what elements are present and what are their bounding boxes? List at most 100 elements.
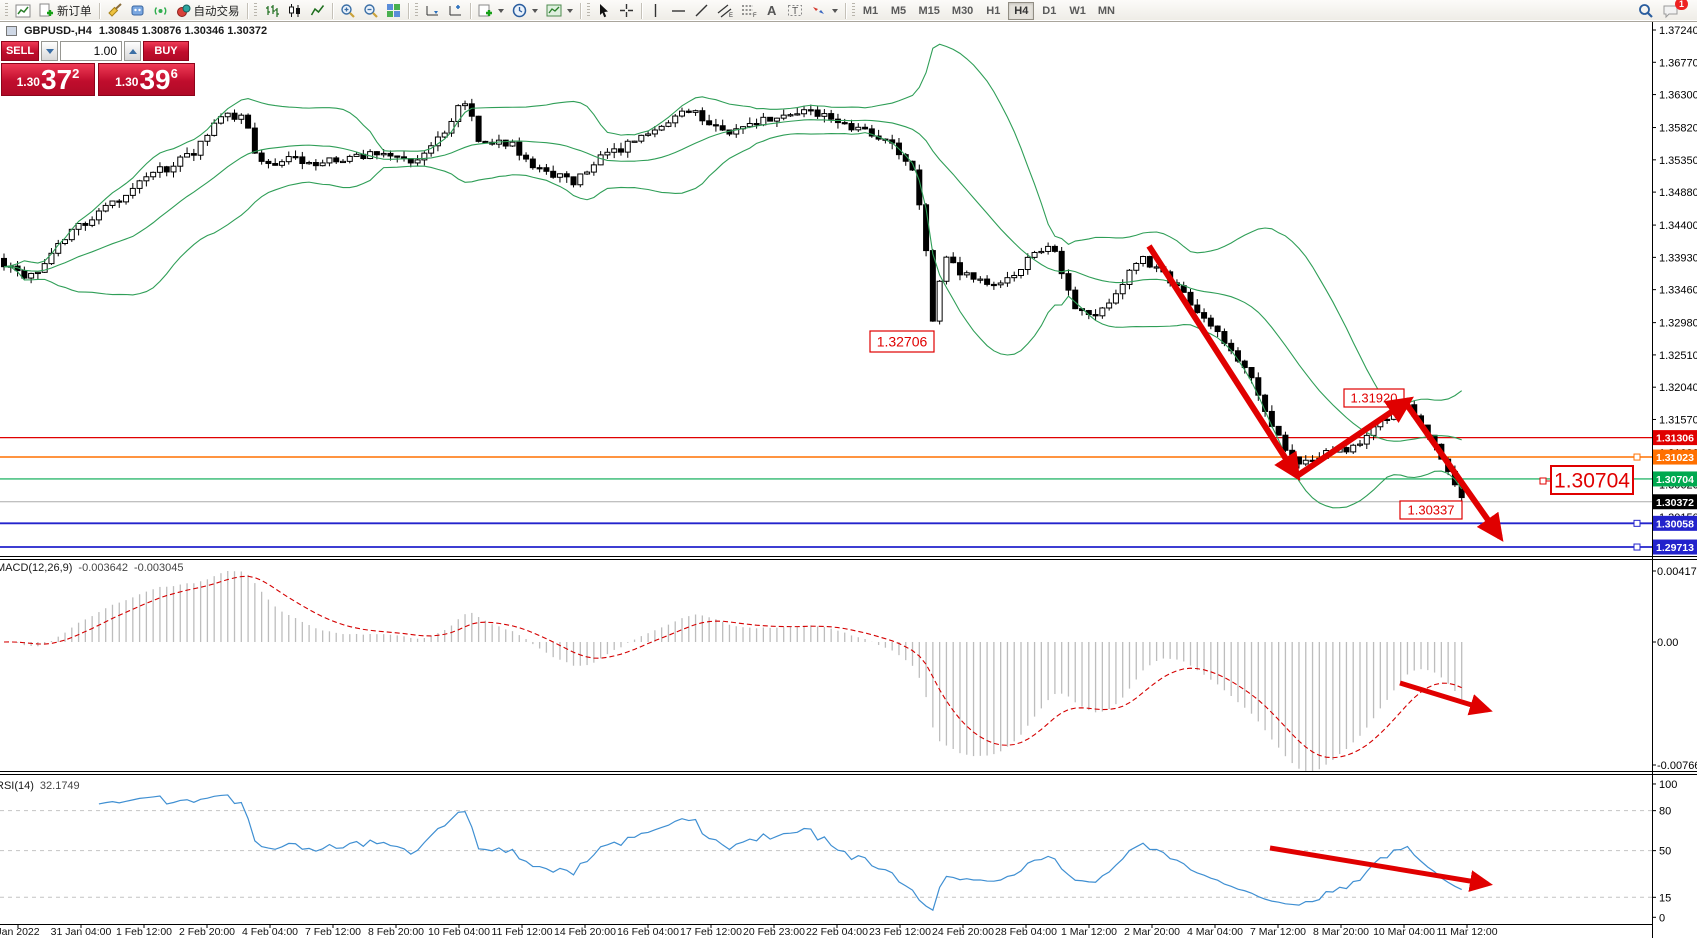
timeframe-button-m30[interactable]: M30 bbox=[947, 2, 978, 20]
trend-arrow[interactable] bbox=[1295, 396, 1414, 479]
volume-up-button[interactable] bbox=[124, 41, 141, 61]
timeframe-button-m1[interactable]: M1 bbox=[858, 2, 884, 20]
crosshair-icon bbox=[619, 4, 633, 17]
template-button[interactable] bbox=[542, 1, 577, 21]
candle-body bbox=[794, 113, 801, 116]
trend-arrow[interactable] bbox=[1146, 244, 1301, 482]
signal-icon bbox=[154, 7, 166, 15]
cursor-button[interactable] bbox=[593, 1, 615, 21]
channel-button[interactable]: E bbox=[713, 1, 737, 21]
toolbar-grip[interactable] bbox=[851, 3, 855, 18]
level-price-tag-text: 1.30704 bbox=[1656, 474, 1694, 486]
search-button[interactable] bbox=[1634, 1, 1658, 21]
time-axis-label: 31 Jan 04:00 bbox=[51, 926, 112, 938]
period-button[interactable] bbox=[508, 1, 542, 21]
candle-body bbox=[353, 153, 360, 157]
timeframe-button-m15[interactable]: M15 bbox=[914, 2, 945, 20]
candle-body bbox=[1045, 245, 1052, 252]
level-price-tag bbox=[1653, 430, 1697, 446]
line-endpoint-handle[interactable] bbox=[1633, 543, 1641, 551]
line-endpoint-handle[interactable] bbox=[1633, 519, 1641, 527]
text-tool-button[interactable]: A bbox=[761, 1, 783, 21]
level-price-tag bbox=[1653, 539, 1697, 555]
trend-arrow[interactable] bbox=[1269, 845, 1493, 892]
line-chart-button[interactable] bbox=[306, 1, 329, 21]
auto-scroll-button[interactable] bbox=[421, 1, 444, 21]
price-axis-label: 1.32980 bbox=[1659, 318, 1697, 330]
bar-chart-button[interactable] bbox=[260, 1, 283, 21]
timeframe-button-m5[interactable]: M5 bbox=[886, 2, 912, 20]
candle-body bbox=[285, 156, 292, 163]
timeframe-button-d1[interactable]: D1 bbox=[1036, 2, 1062, 20]
vertical-line-button[interactable] bbox=[645, 1, 667, 21]
buy-price-button[interactable]: 1.30 39 6 bbox=[98, 63, 195, 96]
trend-arrow[interactable] bbox=[1402, 400, 1504, 542]
toolbar-grip[interactable] bbox=[414, 3, 418, 18]
line-endpoint-handle[interactable] bbox=[1633, 453, 1641, 461]
candle-body bbox=[129, 187, 136, 196]
price-axis-label: 1.33460 bbox=[1659, 285, 1697, 297]
candle-body bbox=[1112, 293, 1119, 304]
volume-down-button[interactable] bbox=[41, 41, 58, 61]
add-indicator-button[interactable] bbox=[474, 1, 508, 21]
candle-body bbox=[550, 170, 557, 178]
timeframe-button-mn[interactable]: MN bbox=[1093, 2, 1120, 20]
sell-button[interactable]: SELL bbox=[1, 41, 39, 61]
candle-body bbox=[245, 114, 252, 129]
candle-body bbox=[590, 164, 597, 173]
candle-body bbox=[706, 120, 713, 126]
toolbar-grip[interactable] bbox=[586, 3, 590, 18]
label-tool-button[interactable]: T bbox=[783, 1, 807, 21]
volume-input[interactable] bbox=[60, 41, 122, 61]
cleanup-button[interactable] bbox=[103, 1, 126, 21]
chat-button[interactable]: 1 bbox=[1658, 0, 1688, 21]
zoom-in-button[interactable] bbox=[336, 1, 359, 21]
candle-body bbox=[278, 161, 285, 166]
price-annotation[interactable]: 1.30704 bbox=[1539, 465, 1634, 495]
chart-window-icon[interactable] bbox=[11, 1, 35, 21]
horizontal-line-button[interactable] bbox=[667, 1, 690, 21]
autotrade-button[interactable]: 自动交易 bbox=[172, 1, 244, 21]
horizontal-levels bbox=[0, 437, 1652, 548]
sell-price-button[interactable]: 1.30 37 2 bbox=[1, 63, 95, 96]
shapes-button[interactable] bbox=[807, 1, 842, 21]
candle-body bbox=[184, 153, 191, 158]
sell-price-prefix: 1.30 bbox=[16, 75, 40, 89]
candle-body bbox=[773, 117, 780, 122]
svg-text:1.30704: 1.30704 bbox=[1554, 470, 1630, 493]
candle-body bbox=[1262, 394, 1269, 412]
chart-shift-button[interactable] bbox=[444, 1, 467, 21]
toolbar-grip[interactable] bbox=[253, 3, 257, 18]
price-annotation[interactable]: 1.32706 bbox=[869, 330, 935, 353]
timeframe-button-h4[interactable]: H4 bbox=[1008, 1, 1035, 20]
price-axis-label: 1.35820 bbox=[1659, 123, 1697, 135]
trend-arrow[interactable] bbox=[1399, 680, 1493, 716]
level-price-tag bbox=[1653, 471, 1697, 487]
candle-body bbox=[1072, 289, 1079, 310]
divider bbox=[579, 2, 581, 19]
candle-body bbox=[204, 134, 211, 142]
buy-button[interactable]: BUY bbox=[143, 41, 189, 61]
candle-body bbox=[136, 180, 143, 189]
fibonacci-button[interactable]: F bbox=[737, 1, 761, 21]
price-annotation[interactable]: 1.31920 bbox=[1343, 388, 1405, 408]
timeframe-button-h1[interactable]: H1 bbox=[980, 2, 1006, 20]
crosshair-button[interactable] bbox=[615, 1, 638, 21]
price-annotation[interactable]: 1.30337 bbox=[1399, 500, 1463, 520]
expert-advisor-button[interactable] bbox=[126, 1, 149, 21]
candle-body bbox=[21, 270, 28, 279]
divider bbox=[844, 2, 846, 19]
candle-body bbox=[150, 171, 157, 178]
toolbar-grip[interactable] bbox=[5, 3, 8, 18]
timeframe-button-w1[interactable]: W1 bbox=[1064, 2, 1091, 20]
candle-body bbox=[1065, 273, 1072, 291]
signals-button[interactable] bbox=[149, 1, 172, 21]
new-order-button[interactable]: 新订单 bbox=[35, 1, 96, 21]
zoom-out-button[interactable] bbox=[359, 1, 382, 21]
tile-windows-button[interactable] bbox=[382, 1, 405, 21]
trendline-button[interactable] bbox=[690, 1, 713, 21]
candle-chart-button[interactable] bbox=[283, 1, 306, 21]
new-order-icon bbox=[39, 3, 53, 17]
candle-body bbox=[251, 127, 258, 154]
